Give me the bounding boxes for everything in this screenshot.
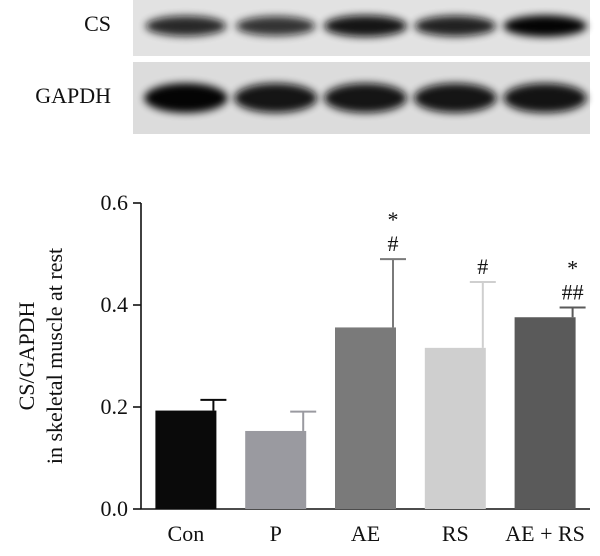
bar-con: [155, 410, 217, 509]
blot-band-cs-con: [145, 15, 227, 37]
y-tick-label: 0.0: [101, 496, 129, 521]
annotation-ae-2: #: [388, 231, 399, 256]
y-tick-label: 0.2: [101, 394, 129, 419]
blot-band-cs-p: [236, 16, 316, 36]
blot-band-gapdh-rs: [413, 83, 497, 113]
y-tick-label: 0.4: [101, 292, 129, 317]
significance-annotations: *## *##: [388, 207, 584, 304]
x-tick-label-p: P: [270, 521, 282, 546]
y-ticks: 0.0 0.2 0.4 0.6: [101, 190, 141, 521]
y-axis-label-line-1: CS/GAPDH: [14, 301, 39, 410]
blot-band-cs-ae: [323, 15, 408, 37]
bar-rs: [424, 347, 486, 509]
bar-ae-rs: [514, 317, 576, 509]
bars: [155, 317, 576, 509]
blot-band-gapdh-con: [144, 83, 228, 113]
x-tick-label-ae-rs: AE + RS: [505, 521, 585, 546]
bar-chart: 0.00.20.40.6 Con P AE RS AE + RS *## *## CS/G…: [14, 190, 590, 546]
blot-label-gapdh: GAPDH: [35, 83, 111, 108]
blot-band-gapdh-ae-rs: [503, 83, 587, 113]
blot-bands: [144, 15, 587, 113]
y-tick-label: 0.6: [101, 190, 129, 215]
x-tick-label-con: Con: [168, 521, 205, 546]
annotation-ae-rs-2: ##: [562, 280, 584, 305]
x-tick-label-rs: RS: [442, 521, 469, 546]
annotation-rs-1: #: [477, 254, 488, 279]
blot-band-gapdh-ae: [324, 83, 407, 113]
bar-ae: [335, 327, 396, 509]
x-tick-labels: Con P AE RS AE + RS: [168, 521, 585, 546]
blot-band-gapdh-p: [234, 83, 318, 113]
western-blot: CS GAPDH: [35, 0, 590, 134]
blot-band-cs-ae-rs: [503, 15, 587, 37]
error-bars: [200, 258, 586, 431]
annotation-ae-1: *: [388, 207, 399, 232]
x-tick-label-ae: AE: [351, 521, 380, 546]
bar-p: [245, 430, 307, 509]
y-axis-label-line-2: in skeletal muscle at rest: [42, 248, 67, 464]
blot-label-cs: CS: [84, 11, 111, 36]
annotation-ae-rs-1: *: [567, 256, 578, 281]
blot-band-cs-rs: [414, 15, 496, 37]
